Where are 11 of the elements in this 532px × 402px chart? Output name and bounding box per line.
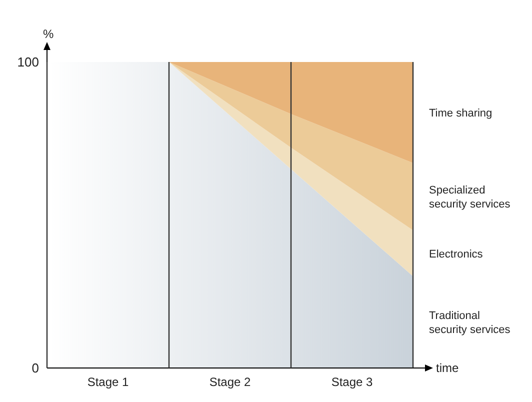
y-tick-label: 0 xyxy=(32,360,39,376)
series-label: Specialized security services xyxy=(429,184,511,211)
series-label: Electronics xyxy=(429,248,484,260)
y-axis-title: % xyxy=(43,27,54,41)
y-tick-label: 100 xyxy=(17,54,39,70)
series-label: Time sharing xyxy=(429,107,492,120)
series-label: Traditional security services xyxy=(429,310,511,336)
text: Stage 2 xyxy=(209,375,252,389)
text: Stage 1 xyxy=(87,375,130,389)
text: Stage 3 xyxy=(331,375,374,389)
x-axis-title: time xyxy=(436,361,459,375)
